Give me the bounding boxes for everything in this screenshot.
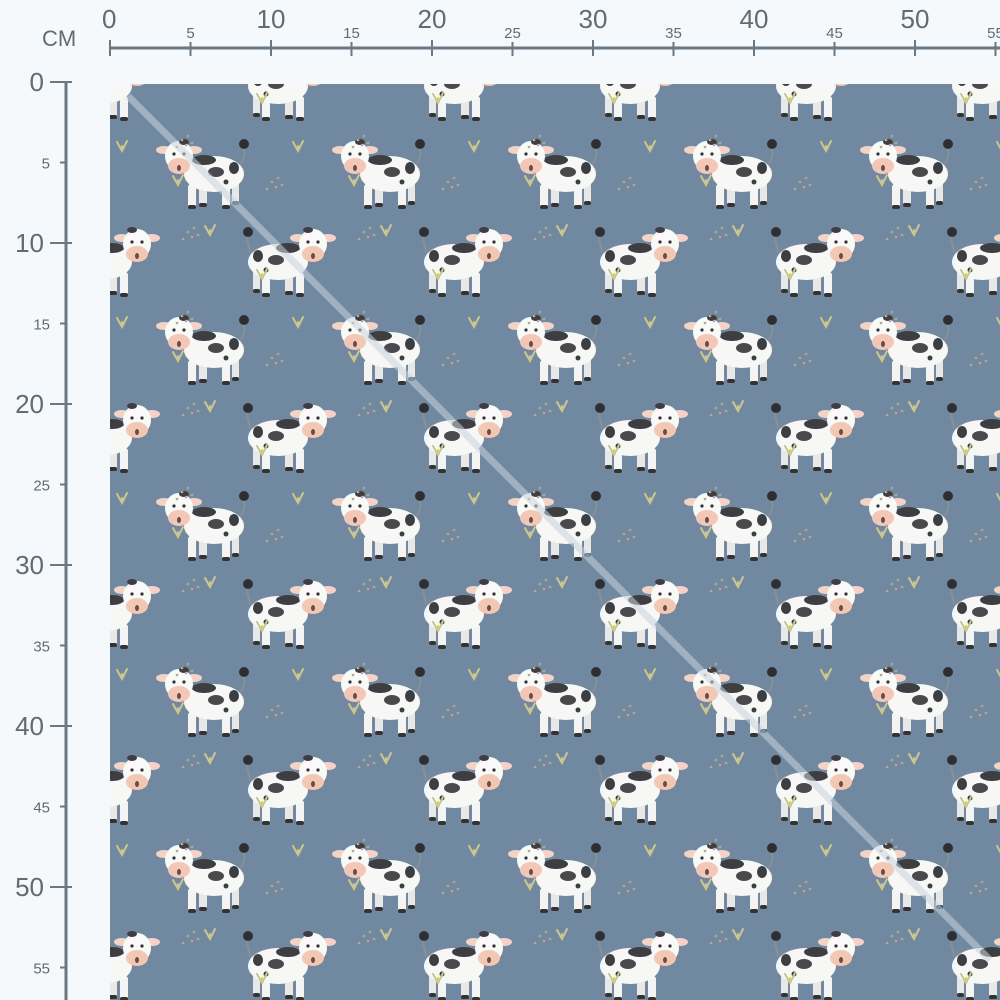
left-ruler-label: 30	[15, 550, 44, 580]
top-ruler-label: 55	[987, 25, 1000, 42]
left-ruler-label: 25	[33, 478, 50, 495]
left-ruler-label: 45	[33, 800, 50, 817]
left-ruler-label: 20	[15, 389, 44, 419]
left-ruler-label: 40	[15, 711, 44, 741]
left-ruler-label: 5	[42, 156, 50, 173]
top-ruler-label: 5	[186, 25, 194, 42]
top-ruler-label: 15	[343, 25, 360, 42]
left-ruler: 0 5 10 15 20 25 30 35 40 45 50 55	[15, 67, 72, 978]
top-ruler-label: 35	[665, 25, 682, 42]
top-ruler-label: 0	[102, 4, 116, 34]
top-ruler-label: 30	[579, 4, 608, 34]
top-ruler-label: 25	[504, 25, 521, 42]
diagonal-watermark-stripe	[125, 93, 993, 963]
left-ruler-label: 35	[33, 639, 50, 656]
top-ruler-label: 45	[826, 25, 843, 42]
top-ruler: 0 5 10 15 20 25 30 35 40 45 50 55	[102, 4, 1000, 56]
top-ruler-label: 20	[418, 4, 447, 34]
top-ruler-label: 50	[901, 4, 930, 34]
top-ruler-label: 10	[257, 4, 286, 34]
ruler-unit-label: CM	[42, 26, 76, 51]
left-ruler-label: 50	[15, 872, 44, 902]
fabric-swatch	[110, 84, 1000, 1000]
left-ruler-label: 55	[33, 961, 50, 978]
top-ruler-label: 40	[740, 4, 769, 34]
left-ruler-label: 10	[15, 228, 44, 258]
left-ruler-label: 15	[33, 317, 50, 334]
left-ruler-label: 0	[30, 67, 44, 97]
